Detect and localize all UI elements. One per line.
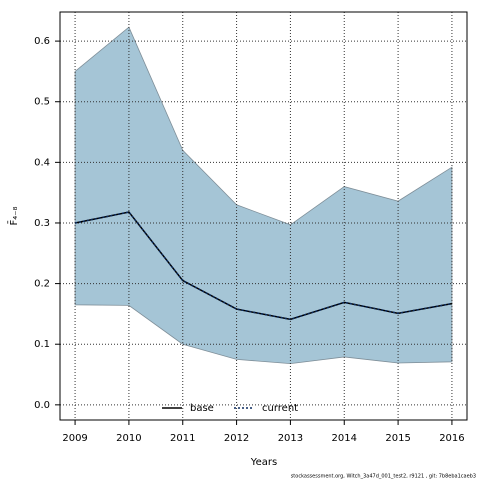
legend-label: base: [190, 403, 214, 414]
x-tick-label: 2015: [385, 433, 410, 444]
footnote: stockassessment.org, Witch_3a47d_001_tes…: [291, 474, 476, 480]
x-tick-label: 2013: [278, 433, 303, 444]
x-tick-label: 2011: [170, 433, 195, 444]
x-axis-label: Years: [250, 457, 277, 468]
confidence-band: [74, 26, 453, 365]
plot-frame: [59, 11, 468, 421]
y-tick-label: 0.2: [34, 279, 50, 290]
x-tick-label: 2009: [62, 433, 87, 444]
y-tick-label: 0.6: [34, 36, 50, 47]
y-tick-label: 0.5: [34, 97, 50, 108]
y-tick-label: 0.0: [34, 400, 50, 411]
x-tick-label: 2010: [116, 433, 141, 444]
legend-label: current: [262, 403, 298, 414]
series-line: [74, 211, 453, 321]
y-tick-label: 0.1: [34, 339, 50, 350]
x-tick-label: 2014: [332, 433, 357, 444]
x-tick-label: 2016: [439, 433, 464, 444]
y-tick-label: 0.4: [34, 157, 50, 168]
y-tick-label: 0.3: [34, 218, 50, 229]
x-tick-label: 2012: [224, 433, 249, 444]
y-axis-label: F̄₄₋₈: [7, 206, 20, 225]
